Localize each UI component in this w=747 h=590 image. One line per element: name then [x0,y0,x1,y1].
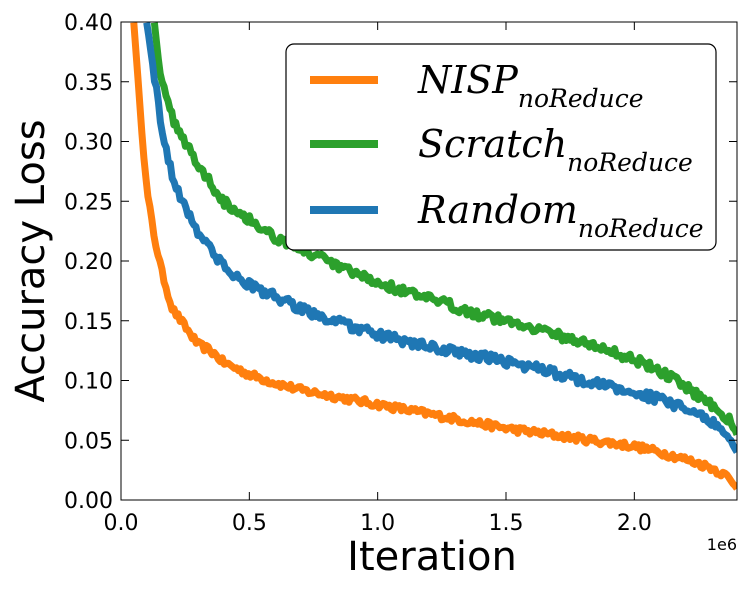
legend-box [285,43,717,251]
y-tick-label: 0.30 [64,131,113,156]
x-tick-label: 2.0 [617,511,652,536]
x-tick-label: 0.5 [232,511,267,536]
series-line-scratch [150,22,737,436]
y-tick-label: 0.20 [64,250,113,275]
series-line-nisp [130,22,737,491]
y-tick-label: 0.35 [64,71,113,96]
y-axis-title: Accuracy Loss [8,119,54,402]
x-axis-ticks: 0.0 0.5 1.0 1.5 2.0 [104,22,652,536]
legend-subscript: noReduce [578,214,704,243]
y-axis-ticks: 0.00 0.05 0.10 0.15 0.20 0.25 0.30 0.35 0.40 [64,11,737,514]
series-line-random [143,22,737,454]
y-tick-label: 0.25 [64,190,113,215]
y-tick-label: 0.40 [64,11,113,36]
legend: NISPnoReduceScratchnoReduceRandomnoReduc… [285,43,717,251]
y-tick-label: 0.05 [64,429,113,454]
y-tick-label: 0.15 [64,310,113,335]
x-tick-label: 1.5 [489,511,524,536]
x-axis-title: Iteration [347,534,517,580]
x-tick-label: 0.0 [104,511,139,536]
legend-subscript: noReduce [518,84,644,113]
x-axis-offset-label: 1e6 [707,535,737,554]
series-layer [130,22,737,491]
y-tick-label: 0.00 [64,489,113,514]
y-tick-label: 0.10 [64,370,113,395]
x-tick-label: 1.0 [360,511,395,536]
legend-subscript: noReduce [567,148,693,177]
